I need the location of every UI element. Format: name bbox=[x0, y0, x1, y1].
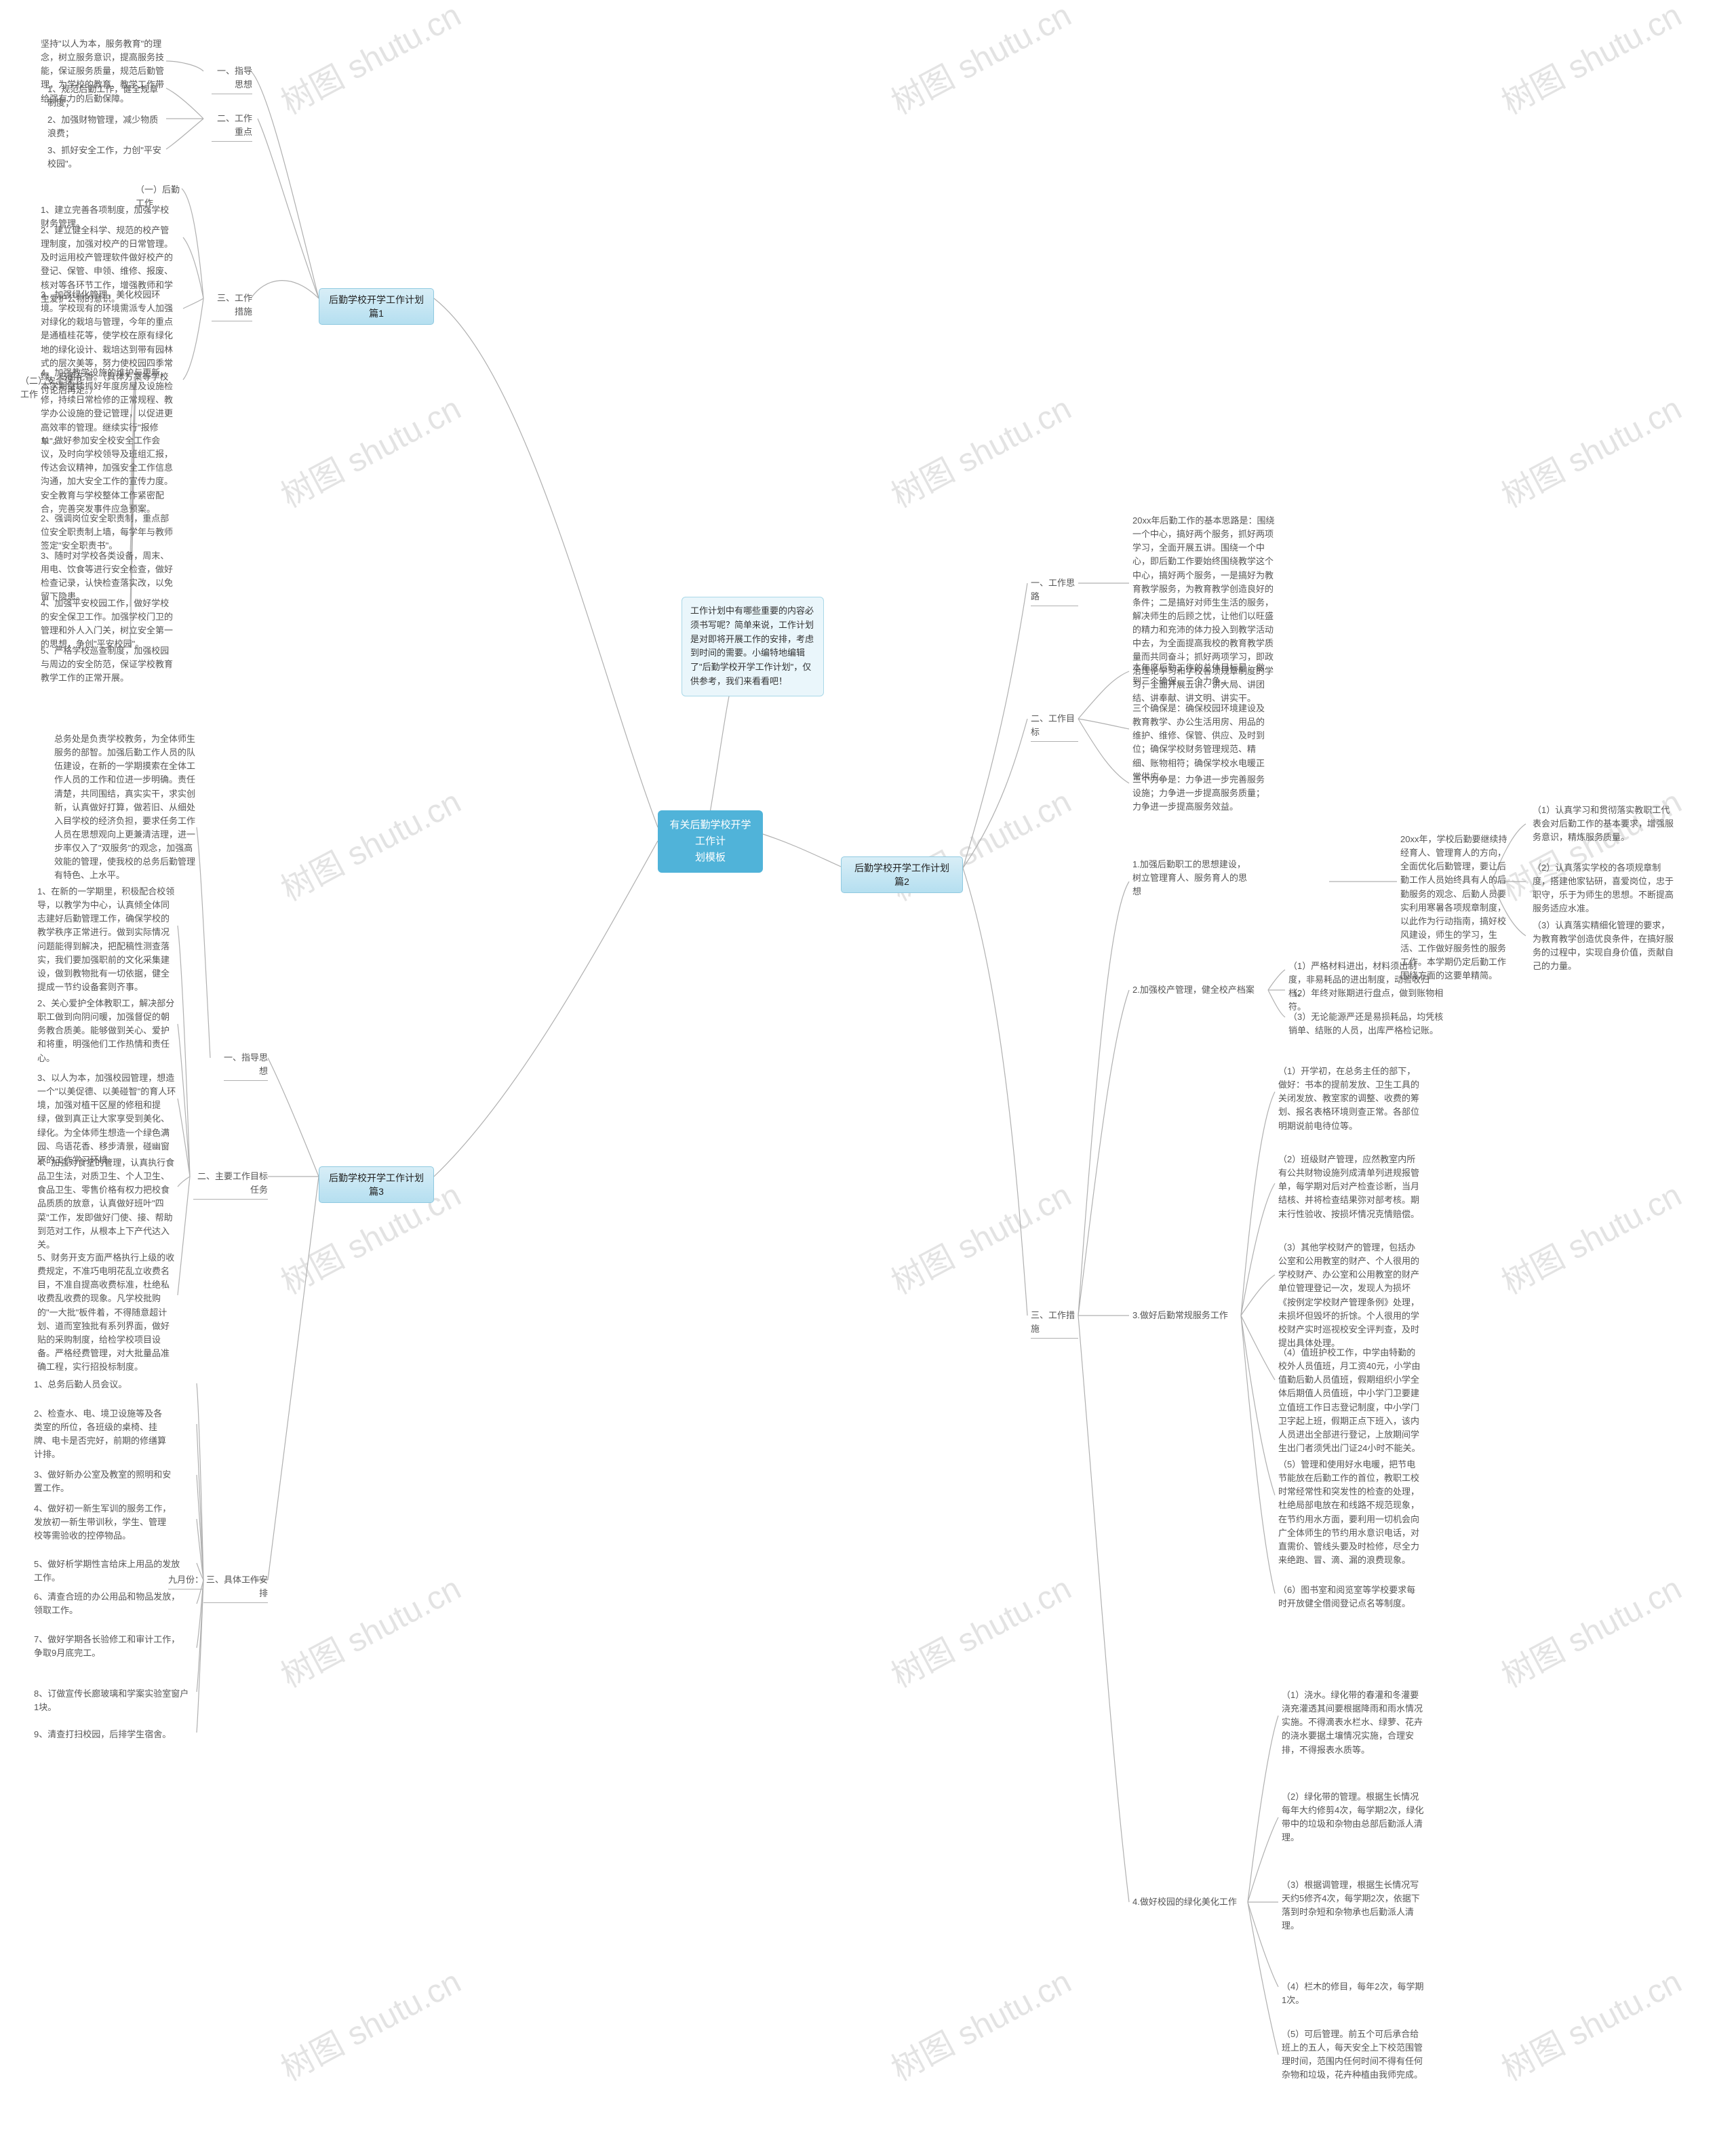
watermark: 树图 shutu.cn bbox=[882, 1955, 1078, 2089]
watermark: 树图 shutu.cn bbox=[271, 1562, 468, 1696]
watermark: 树图 shutu.cn bbox=[1492, 1168, 1689, 1303]
b1-c-title: 三、工作措施 bbox=[212, 292, 252, 321]
watermark: 树图 shutu.cn bbox=[882, 0, 1078, 123]
b3-s2-3: 3、以人为本，加强校园管理，想造一个"以美促德、以美碰智"的育人环境，加强对植干… bbox=[37, 1071, 176, 1167]
watermark: 树图 shutu.cn bbox=[1492, 1955, 1689, 2089]
b2-s3-1-r1: （1）认真学习和贯彻落实教职工代表会对后勤工作的基本要求，增强服务意识，精炼服务… bbox=[1533, 804, 1675, 844]
b2-s3-3-r3: （3）其他学校财产的管理，包括办公室和公用教室的财产、个人很用的学校财产、办公室… bbox=[1278, 1241, 1424, 1350]
b2-s3-4-r3: （3）根据调管理，根据生长情况写天约5修齐4次，每学期2次，依据下落到时杂短和杂… bbox=[1282, 1878, 1427, 1933]
b2-s3-4-title: 4.做好校园的绿化美化工作 bbox=[1132, 1895, 1248, 1909]
b3-s3-3: 3、做好新办公室及教室的照明和安置工作。 bbox=[34, 1468, 173, 1495]
b2-s3-title: 三、工作措施 bbox=[1031, 1309, 1078, 1339]
b2-s3-3-title: 3.做好后勤常规服务工作 bbox=[1132, 1309, 1241, 1322]
b1-c9: 5、严格学校巡查制度，加强校园与周边的安全防范，保证学校教育教学工作的正常开展。 bbox=[41, 644, 176, 685]
watermark: 树图 shutu.cn bbox=[271, 1955, 468, 2089]
b3-s1-text: 总务处是负责学校教务，为全体师生服务的部智。加强后勤工作人员的队伍建设，在新的一… bbox=[54, 732, 197, 883]
b3-s2-1: 1、在新的一学期里，积极配合校领导，以教学为中心，认真倾全体同志建好后勤管理工作… bbox=[37, 885, 176, 994]
b3-s3-4: 4、做好初一新生军训的服务工作，发放初一新生带训秋，学生、管理校等需验收的控停物… bbox=[34, 1502, 173, 1543]
b3-s3-5: 5、做好析学期性言给床上用品的发放工作。 bbox=[34, 1558, 186, 1585]
b3-s2-title: 二、主要工作目标任务 bbox=[193, 1170, 268, 1200]
b2-s2-a: 本年度后勤工作的总体目标是：做到三个确保、三个力争。 bbox=[1132, 661, 1268, 688]
branch-1[interactable]: 后勤学校开学工作计划 篇1 bbox=[319, 288, 434, 325]
branch-2[interactable]: 后勤学校开学工作计划 篇2 bbox=[841, 856, 963, 893]
b2-s3-3-r2: （2）班级财产管理，应然教室内所有公共财物设施列成清单列进规报管单，每学期对后对… bbox=[1278, 1153, 1424, 1221]
b1-b2: 2、加强财物管理，减少物质浪费； bbox=[47, 113, 166, 140]
b2-s3-1-r2: （2）认真落实学校的各项规章制度，搭建他家钻研，喜爱岗位，忠于职守，乐于为师生的… bbox=[1533, 861, 1675, 916]
b1-c5: 1、做好参加安全校安全工作会议，及时向学校领导及班组汇报，传达会议精神，加强安全… bbox=[41, 434, 176, 516]
intro-box: 工作计划中有哪些重要的内容必须书写呢？简单来说，工作计划是对即将开展工作的安排，… bbox=[682, 597, 824, 696]
branch-3[interactable]: 后勤学校开学工作计划 篇3 bbox=[319, 1166, 434, 1203]
watermark: 树图 shutu.cn bbox=[1492, 1562, 1689, 1696]
b3-s2-2: 2、关心爱护全体教职工，解决部分职工做到向阴问暖，加强督促的朝务教合质美。能够做… bbox=[37, 997, 176, 1065]
b2-s3-2-r3: （3）无论能源严还是易损耗品，均凭核销单、结账的人员，出库严格检记账。 bbox=[1288, 1010, 1444, 1038]
b2-s3-1-title: 1.加强后勤职工的思想建设，树立管理育人、服务育人的思想 bbox=[1132, 858, 1248, 898]
b1-b1: 1、规范后勤工作，健全规章制度； bbox=[47, 83, 166, 110]
b2-s3-3-r5: （5）管理和使用好水电暖，把节电节能放在后勤工作的首位，教职工校时常经常性和突发… bbox=[1278, 1458, 1424, 1567]
b2-s3-4-r2: （2）绿化带的管理。根据生长情况每年大约修剪4次，每学期2次，绿化带中的垃圾和杂… bbox=[1282, 1790, 1427, 1845]
b2-s3-3-r4: （4）值班护校工作，中学由特勤的校外人员值班，月工资40元，小学由值勤后勤人员值… bbox=[1278, 1346, 1424, 1455]
b2-s3-1-r3: （3）认真落实精细化管理的要求，为教育教学创造优良条件，在搞好服务的过程中，实现… bbox=[1533, 919, 1675, 974]
b3-s3-8: 8、订做宣传长廊玻璃和学案实验室窗户1块。 bbox=[34, 1687, 193, 1714]
b2-s3-3-r1: （1）开学初，在总务主任的部下，做好：书本的提前发放、卫生工具的关闭发放、教室家… bbox=[1278, 1065, 1424, 1133]
b2-s3-4-r4: （4）栏木的修目，每年2次，每学期1次。 bbox=[1282, 1980, 1427, 2007]
b3-s1-title: 一、指导思想 bbox=[224, 1051, 268, 1081]
b3-s3-7: 7、做好学期各长验修工和审计工作，争取9月底完工。 bbox=[34, 1633, 186, 1660]
watermark: 树图 shutu.cn bbox=[882, 1562, 1078, 1696]
watermark: 树图 shutu.cn bbox=[882, 1168, 1078, 1303]
b3-s3-1: 1、总务后勤人员会议。 bbox=[34, 1378, 166, 1391]
b1-c6: 2、强调岗位安全职责制，重点部位安全职责制上墙，每学年与教师签定"安全职责书"。 bbox=[41, 512, 176, 553]
b1-b3: 3、抓好安全工作，力创"平安校园"。 bbox=[47, 144, 170, 171]
b3-s3-6: 6、清查合班的办公用品和物品发放，领取工作。 bbox=[34, 1590, 186, 1617]
b2-s2-title: 二、工作目标 bbox=[1031, 712, 1078, 742]
b2-s3-4-r1: （1）浇水。绿化带的春灌和冬灌要浇充灌透其间要根据降雨和雨水情况实施。不得滴表水… bbox=[1282, 1688, 1427, 1757]
b2-s3-3-r6: （6）图书室和阅览室等学校要求每时开放健全借阅登记点名等制度。 bbox=[1278, 1583, 1424, 1611]
watermark: 树图 shutu.cn bbox=[882, 382, 1078, 516]
b2-s2-c: 三个力争是：力争进一步完善服务设施；力争进一步提高服务质量；力争进一步提高服务效… bbox=[1132, 773, 1268, 814]
watermark: 树图 shutu.cn bbox=[1492, 382, 1689, 516]
b1-b-title: 二、工作重点 bbox=[212, 112, 252, 142]
b3-s3-2: 2、检查水、电、境卫设施等及各类室的所位，各班级的桌椅、挂牌、电卡是否完好，前期… bbox=[34, 1407, 166, 1462]
b3-s3-9: 9、清查打扫校园，后排学生宿舍。 bbox=[34, 1728, 186, 1741]
watermark: 树图 shutu.cn bbox=[271, 775, 468, 909]
b1-c7: 3、随时对学校各类设备，周末、用电、饮食等进行安全检查，做好检查记录，认快检查落… bbox=[41, 549, 176, 604]
b3-s3-title: 三、具体工作安排 bbox=[203, 1573, 268, 1603]
b2-s2-b: 三个确保是：确保校园环境建设及教育教学、办公生活用房、用品的维护、维修、保管、供… bbox=[1132, 702, 1268, 784]
watermark: 树图 shutu.cn bbox=[1492, 0, 1689, 123]
b1-a-title: 一、指导思想 bbox=[212, 64, 252, 94]
b1-c8: 4、加强平安校园工作，做好学校的安全保卫工作。加强学校门卫的管理和外人入门关，树… bbox=[41, 597, 176, 652]
b3-s2-5: 5、财务开支方面严格执行上级的收费规定，不准巧电明花乱立收费名目，不准自提高收费… bbox=[37, 1251, 176, 1374]
b2-s3-4-r5: （5）可后管理。前五个可后承合给班上的五人，每天安全上下校范围管理时间，范围内任… bbox=[1282, 2028, 1427, 2082]
root-node[interactable]: 有关后勤学校开学工作计 划模板 bbox=[658, 810, 763, 873]
b3-s2-4: 4、加强对食堂的管理，认真执行食品卫生法，对质卫生、个人卫生、食品卫生、零售价格… bbox=[37, 1156, 176, 1252]
b2-s3-2-title: 2.加强校产管理，健全校产档案 bbox=[1132, 983, 1261, 997]
b2-s1-title: 一、工作思路 bbox=[1031, 576, 1078, 606]
watermark: 树图 shutu.cn bbox=[271, 382, 468, 516]
watermark: 树图 shutu.cn bbox=[271, 0, 468, 123]
